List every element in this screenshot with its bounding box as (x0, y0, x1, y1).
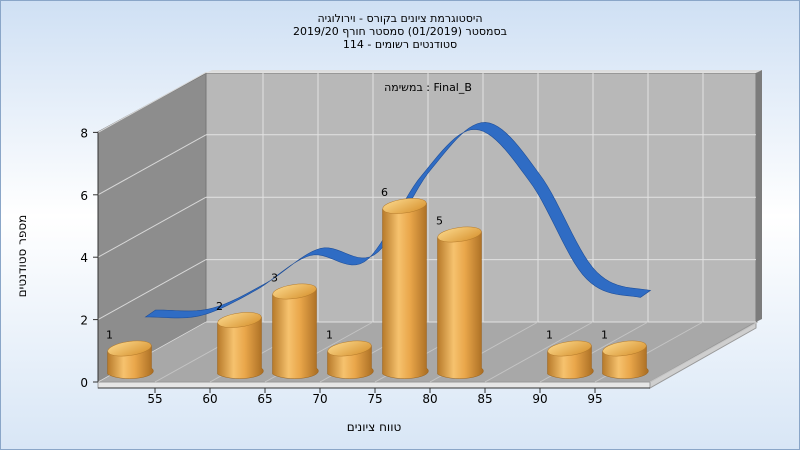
bar-body (382, 202, 429, 379)
bar-body (437, 231, 484, 379)
bar-body (217, 316, 264, 379)
bars: 1 2 3 1 6 5 1 1 (106, 186, 649, 379)
x-tick-label: 60 (202, 392, 217, 406)
bar-value-label: 3 (271, 272, 278, 285)
y-tick-label: 8 (80, 126, 88, 140)
title-line-3: סטודנטים רשומים - 114 (343, 38, 457, 51)
bar: 1 (546, 329, 594, 379)
grid-line-floor (649, 321, 759, 383)
x-tick-label: 65 (257, 392, 272, 406)
bar: 1 (601, 329, 649, 379)
bar-cap (437, 226, 482, 243)
subtitle: במשימה : Final_B (384, 81, 472, 94)
bar-cap (217, 312, 262, 328)
y-axis-label: מספר סטודנטים (15, 215, 29, 298)
bar-value-label: 5 (436, 215, 443, 228)
y-tick-label: 4 (80, 251, 88, 265)
bar-value-label: 1 (601, 329, 608, 342)
y-axis: 0 2 4 6 8 (80, 126, 99, 390)
bar-cap (382, 198, 427, 214)
y-tick-label: 6 (80, 189, 88, 203)
x-tick-label: 75 (367, 392, 382, 406)
bar-cap (602, 340, 647, 357)
bar-value-label: 1 (546, 329, 553, 342)
title-line-1: היסטוגרמת ציונים בקורס - וירולוגיה (317, 12, 482, 25)
bar-cap (547, 340, 592, 357)
grid-line-side (97, 259, 207, 321)
grid-line-side (97, 71, 207, 133)
x-tick-label: 95 (587, 392, 602, 406)
bar-value-label: 1 (326, 329, 333, 342)
floor-edge (97, 381, 651, 389)
bar-cap (327, 340, 372, 357)
x-tick-label: 80 (422, 392, 437, 406)
bar-cap (272, 283, 317, 300)
y-tick-label: 0 (80, 376, 88, 390)
x-axis-label: טווח ציונים (347, 420, 402, 434)
title-line-2: בסמסטר (01/2019) סמסטר חורף 2019/20 (293, 25, 507, 38)
bar: 5 (436, 215, 484, 379)
bar-body (272, 288, 319, 379)
bar: 3 (271, 272, 319, 379)
bar: 6 (381, 186, 429, 379)
grid-line-floor (484, 321, 594, 383)
bar-value-label: 1 (106, 329, 113, 342)
grid-line-side (97, 134, 207, 196)
bar-value-label: 6 (381, 186, 388, 199)
right-edge (649, 321, 757, 389)
right-side-edge (756, 70, 762, 322)
y-tick-label: 2 (80, 314, 88, 328)
bar-cap (107, 340, 152, 357)
x-tick-label: 90 (532, 392, 547, 406)
bar: 1 (106, 329, 154, 379)
x-tick-label: 85 (477, 392, 492, 406)
x-tick-label: 70 (312, 392, 327, 406)
bar: 1 (326, 329, 374, 379)
x-tick-label: 55 (147, 392, 162, 406)
bar: 2 (216, 300, 264, 379)
x-axis: 55 60 65 70 75 80 85 90 95 (98, 387, 650, 406)
grid-line-side (97, 196, 207, 258)
bar-value-label: 2 (216, 300, 223, 313)
